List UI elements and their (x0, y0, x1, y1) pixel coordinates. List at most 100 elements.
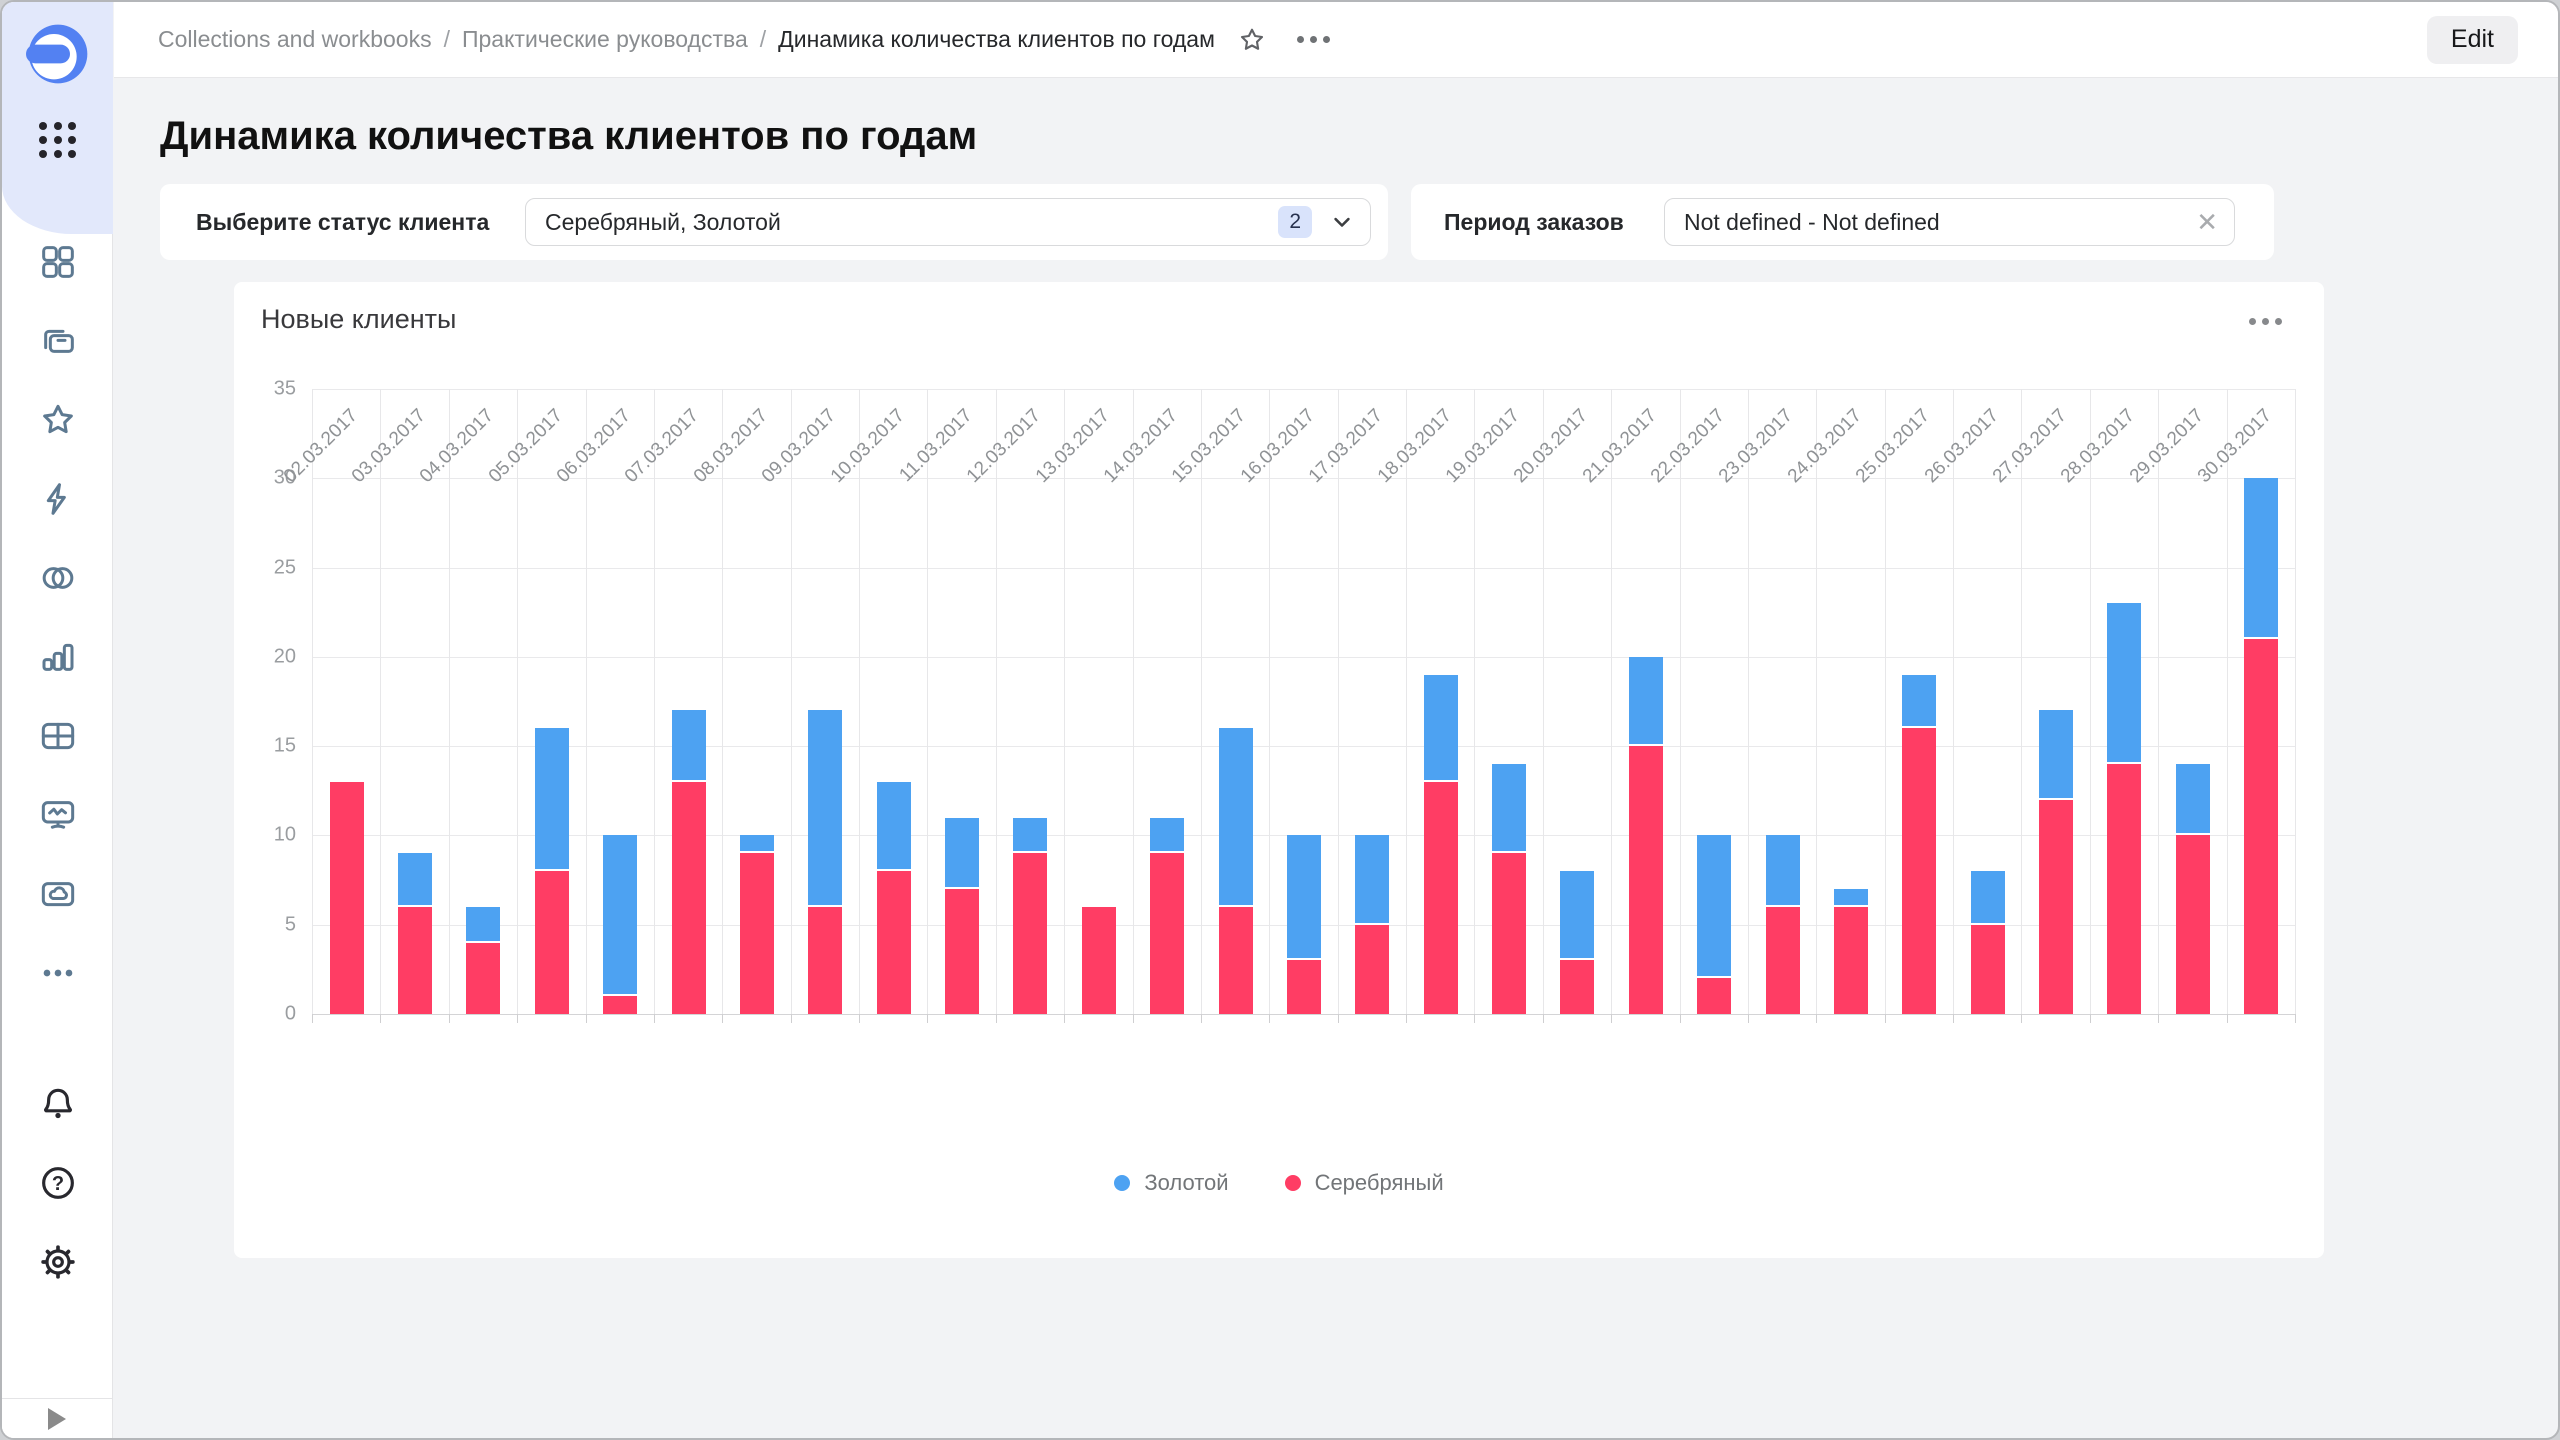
segment-Золотой[interactable] (945, 817, 980, 889)
segment-Серебряный[interactable] (1081, 906, 1116, 1014)
bar-24.03.2017[interactable] (1833, 389, 1868, 1014)
bar-20.03.2017[interactable] (1560, 389, 1595, 1014)
segment-Серебряный[interactable] (1765, 906, 1800, 1014)
status-select[interactable]: Серебряный, Золотой 2 (525, 198, 1371, 246)
segment-Серебряный[interactable] (1492, 853, 1527, 1014)
bar-04.03.2017[interactable] (466, 389, 501, 1014)
segment-Золотой[interactable] (1628, 656, 1663, 747)
sidebar-item-storage[interactable] (25, 862, 91, 926)
segment-Серебряный[interactable] (1286, 960, 1321, 1014)
clear-icon[interactable]: ✕ (2196, 207, 2218, 237)
period-input[interactable]: Not defined - Not defined ✕ (1664, 198, 2235, 246)
segment-Золотой[interactable] (1286, 835, 1321, 961)
segment-Золотой[interactable] (2039, 710, 2074, 800)
sidebar-item-dashboards[interactable] (25, 783, 91, 847)
segment-Серебряный[interactable] (1697, 978, 1732, 1014)
apps-grid-icon[interactable] (39, 122, 77, 158)
segment-Серебряный[interactable] (1833, 906, 1868, 1014)
segment-Золотой[interactable] (876, 781, 911, 872)
breadcrumb-collections[interactable]: Collections and workbooks (158, 26, 432, 52)
segment-Золотой[interactable] (603, 835, 638, 997)
segment-Золотой[interactable] (466, 906, 501, 943)
segment-Серебряный[interactable] (945, 889, 980, 1014)
segment-Золотой[interactable] (398, 853, 433, 907)
segment-Золотой[interactable] (739, 835, 774, 854)
bar-12.03.2017[interactable] (1013, 389, 1048, 1014)
segment-Серебряный[interactable] (739, 853, 774, 1014)
bar-08.03.2017[interactable] (739, 389, 774, 1014)
segment-Золотой[interactable] (534, 728, 569, 872)
segment-Серебряный[interactable] (1013, 853, 1048, 1014)
bar-03.03.2017[interactable] (398, 389, 433, 1014)
sidebar-item-collections[interactable] (25, 309, 91, 373)
sidebar-item-favorites[interactable] (25, 388, 91, 452)
segment-Серебряный[interactable] (1628, 746, 1663, 1014)
legend-item-Серебряный[interactable]: Серебряный (1284, 1170, 1444, 1196)
bar-10.03.2017[interactable] (876, 389, 911, 1014)
bar-28.03.2017[interactable] (2107, 389, 2142, 1014)
bar-21.03.2017[interactable] (1628, 389, 1663, 1014)
help-button[interactable]: ? (25, 1151, 91, 1215)
segment-Золотой[interactable] (1970, 871, 2005, 925)
segment-Серебряный[interactable] (2244, 639, 2279, 1014)
settings-button[interactable] (25, 1230, 91, 1294)
datalens-logo[interactable] (26, 22, 90, 86)
bar-25.03.2017[interactable] (1902, 389, 1937, 1014)
breadcrumb-guides[interactable]: Практические руководства (461, 26, 748, 52)
segment-Серебряный[interactable] (1423, 781, 1458, 1014)
bar-23.03.2017[interactable] (1765, 389, 1800, 1014)
sidebar-item-overview[interactable] (25, 230, 91, 294)
segment-Золотой[interactable] (1902, 674, 1937, 729)
segment-Серебряный[interactable] (1355, 924, 1390, 1014)
bar-30.03.2017[interactable] (2244, 389, 2279, 1014)
bar-17.03.2017[interactable] (1355, 389, 1390, 1014)
segment-Золотой[interactable] (1697, 835, 1732, 979)
bar-16.03.2017[interactable] (1286, 389, 1321, 1014)
segment-Серебряный[interactable] (2175, 835, 2210, 1014)
segment-Серебряный[interactable] (2039, 799, 2074, 1014)
bar-11.03.2017[interactable] (945, 389, 980, 1014)
segment-Золотой[interactable] (1218, 728, 1253, 907)
segment-Золотой[interactable] (1560, 871, 1595, 961)
segment-Золотой[interactable] (808, 710, 843, 907)
bar-06.03.2017[interactable] (603, 389, 638, 1014)
bar-02.03.2017[interactable] (329, 389, 364, 1014)
segment-Серебряный[interactable] (534, 871, 569, 1014)
segment-Золотой[interactable] (1423, 674, 1458, 782)
bar-26.03.2017[interactable] (1970, 389, 2005, 1014)
edit-button[interactable]: Edit (2426, 15, 2518, 64)
segment-Серебряный[interactable] (398, 906, 433, 1014)
segment-Серебряный[interactable] (1902, 728, 1937, 1014)
segment-Золотой[interactable] (1150, 817, 1185, 854)
sidebar-item-tables[interactable] (25, 704, 91, 768)
sidebar-item-quick-actions[interactable] (25, 467, 91, 531)
sidebar-item-connections[interactable] (25, 546, 91, 610)
segment-Золотой[interactable] (2244, 478, 2279, 639)
breadcrumb-menu-button[interactable] (1296, 36, 1330, 43)
segment-Золотой[interactable] (2175, 764, 2210, 836)
sidebar-item-charts[interactable] (25, 625, 91, 689)
segment-Серебряный[interactable] (1218, 906, 1253, 1014)
bar-09.03.2017[interactable] (808, 389, 843, 1014)
legend-item-Золотой[interactable]: Золотой (1114, 1170, 1229, 1196)
notifications-button[interactable] (25, 1072, 91, 1136)
bar-18.03.2017[interactable] (1423, 389, 1458, 1014)
segment-Серебряный[interactable] (1970, 924, 2005, 1014)
bar-22.03.2017[interactable] (1697, 389, 1732, 1014)
segment-Золотой[interactable] (1765, 835, 1800, 907)
favorite-star-button[interactable] (1237, 25, 1267, 55)
bar-19.03.2017[interactable] (1492, 389, 1527, 1014)
segment-Серебряный[interactable] (876, 871, 911, 1014)
segment-Серебряный[interactable] (466, 942, 501, 1014)
bar-14.03.2017[interactable] (1150, 389, 1185, 1014)
chart-menu-button[interactable] (2249, 318, 2282, 325)
segment-Золотой[interactable] (671, 710, 706, 782)
segment-Серебряный[interactable] (329, 781, 364, 1014)
segment-Золотой[interactable] (1492, 764, 1527, 854)
segment-Серебряный[interactable] (808, 906, 843, 1014)
bar-15.03.2017[interactable] (1218, 389, 1253, 1014)
bar-07.03.2017[interactable] (671, 389, 706, 1014)
bar-29.03.2017[interactable] (2175, 389, 2210, 1014)
segment-Серебряный[interactable] (2107, 764, 2142, 1014)
segment-Серебряный[interactable] (671, 781, 706, 1014)
